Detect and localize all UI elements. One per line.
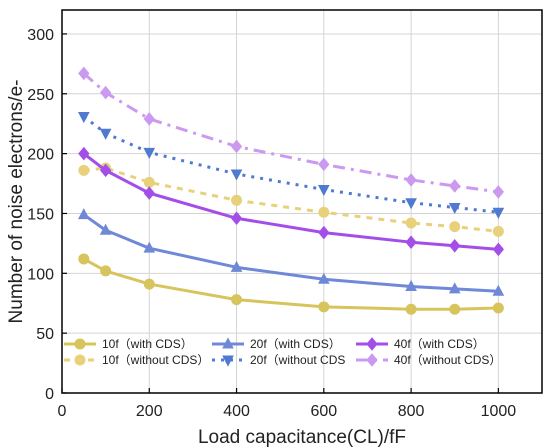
data-point — [317, 272, 330, 284]
legend-item: 40f（with CDS） — [356, 337, 485, 351]
data-point — [405, 217, 417, 229]
legend-item: 10f（without CDS） — [64, 353, 209, 367]
data-point — [492, 207, 505, 219]
data-point — [99, 128, 112, 140]
data-point — [448, 282, 461, 294]
legend-marker — [222, 337, 234, 349]
data-point — [405, 303, 417, 315]
data-point — [143, 241, 156, 253]
data-point — [231, 194, 243, 206]
series-2 — [77, 208, 505, 296]
series-line — [83, 257, 499, 311]
data-point — [230, 169, 243, 181]
data-point — [99, 163, 112, 178]
data-point — [492, 302, 504, 314]
data-point — [230, 211, 243, 226]
data-point — [492, 185, 505, 199]
x-tick-label: 1000 — [481, 403, 517, 420]
legend-item: 10f（with CDS） — [64, 337, 193, 351]
series-4 — [78, 162, 504, 237]
series-1 — [78, 253, 504, 315]
grid — [61, 10, 542, 394]
legend-marker — [74, 338, 86, 350]
data-point — [449, 179, 461, 193]
data-point — [143, 176, 155, 188]
y-tick-label: 250 — [27, 87, 54, 104]
data-point — [77, 208, 90, 220]
data-point — [230, 139, 243, 154]
legend-item: 20f（with CDS） — [212, 337, 341, 351]
data-point — [492, 284, 505, 296]
y-tick-label: 0 — [45, 386, 54, 403]
x-tick-label: 0 — [58, 403, 67, 420]
data-point — [318, 206, 330, 218]
data-point — [230, 260, 243, 272]
data-point — [78, 66, 90, 81]
data-point — [405, 198, 417, 210]
data-point — [318, 157, 330, 172]
legend-label: 10f（without CDS） — [102, 353, 209, 367]
y-tick-label: 300 — [27, 27, 54, 44]
series-5 — [77, 112, 505, 219]
legend: 10f（with CDS） 20f（with CDS） 40f（with CDS） 1… — [64, 337, 501, 367]
legend-label: 10f（with CDS） — [102, 337, 193, 351]
legend-label: 20f（with CDS） — [250, 337, 341, 351]
x-tick-label: 200 — [136, 403, 163, 420]
data-point — [492, 225, 504, 237]
y-tick-label: 50 — [36, 326, 54, 343]
legend-marker — [222, 355, 234, 367]
data-point — [99, 223, 112, 235]
y-tick-label: 200 — [27, 147, 54, 164]
series-line — [82, 115, 499, 214]
data-point — [317, 185, 330, 197]
legend-label: 40f（with CDS） — [394, 337, 485, 351]
legend-marker — [74, 354, 86, 366]
data-point — [78, 253, 90, 265]
legend-marker — [366, 353, 378, 367]
data-point — [77, 112, 90, 124]
series-line — [83, 166, 499, 233]
data-point — [492, 242, 505, 257]
y-axis-title: Number of noise electrons/e- — [6, 80, 27, 324]
legend-label: 20f（without CDS — [250, 353, 345, 367]
data-point — [78, 164, 90, 176]
data-point — [100, 265, 112, 277]
x-tick-label: 400 — [223, 403, 250, 420]
data-point — [143, 278, 155, 290]
data-point — [405, 235, 417, 249]
data-point — [78, 146, 90, 161]
y-tick-label: 100 — [27, 266, 54, 283]
legend-label: 40f（without CDS） — [394, 353, 501, 367]
x-axis-title: Load capacitance(CL)/fF — [198, 427, 406, 448]
data-point — [449, 303, 461, 315]
x-tick-label: 800 — [398, 403, 425, 420]
series-line — [82, 72, 499, 194]
y-tick-label: 150 — [27, 206, 54, 223]
series-layer — [77, 66, 505, 315]
legend-marker — [366, 337, 378, 351]
data-point — [143, 112, 155, 126]
series-3 — [78, 146, 505, 257]
data-point — [231, 294, 243, 306]
x-tick-label: 600 — [310, 403, 337, 420]
series-6 — [78, 66, 505, 199]
data-point — [99, 85, 112, 100]
data-point — [318, 301, 330, 313]
data-point — [318, 225, 330, 240]
legend-item: 20f（without CDS — [212, 353, 345, 367]
ticks: 0 200 400 600 800 1000 0 50 100 150 200 250 300 — [27, 27, 516, 420]
data-point — [143, 186, 155, 200]
series-line — [82, 152, 499, 251]
data-point — [449, 221, 461, 233]
series-line — [82, 213, 499, 293]
data-point — [143, 147, 156, 160]
data-point — [405, 279, 417, 291]
data-point — [448, 202, 461, 215]
data-point — [405, 173, 417, 187]
legend-item: 40f（without CDS） — [356, 353, 501, 367]
data-point — [449, 239, 461, 253]
plot-frame — [61, 9, 543, 394]
